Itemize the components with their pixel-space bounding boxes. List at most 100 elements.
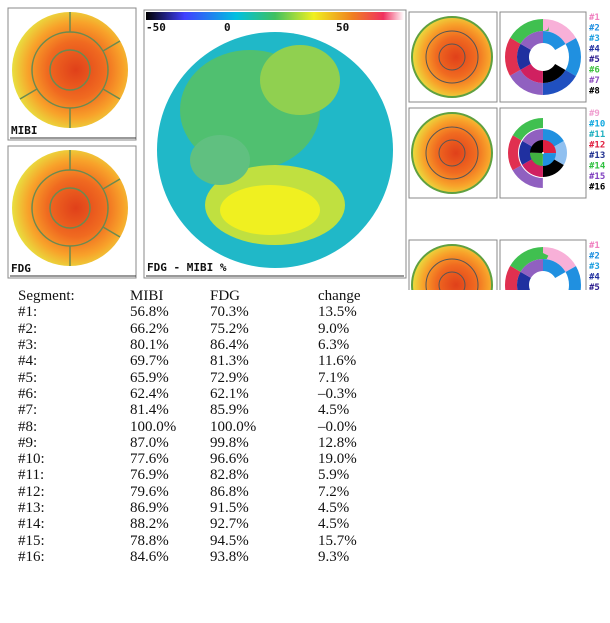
table-cell: #5: <box>18 369 38 386</box>
table-cell: 19.0% <box>318 451 357 468</box>
table-cell: #7: <box>18 402 38 419</box>
ring-segment <box>517 259 569 290</box>
ring-segment <box>505 19 581 95</box>
polar-map <box>411 244 493 290</box>
ring-segment <box>505 19 581 95</box>
panel-label: MIBI <box>11 124 38 137</box>
segment-line <box>438 43 466 71</box>
legend-label: #8 <box>589 87 600 97</box>
ring-segment <box>508 118 578 188</box>
table-row: #13: 86.9% 91.5% 4.5% <box>18 500 378 516</box>
table-cell: #11: <box>18 467 45 484</box>
table-cell: 6.3% <box>318 337 350 354</box>
table-row: #7: 81.4% 85.9% 4.5% <box>18 402 378 418</box>
legend-label: #1 <box>589 13 600 23</box>
table-cell: 70.3% <box>210 304 249 321</box>
legend-label: #10 <box>589 120 605 130</box>
segment-lines <box>19 12 121 128</box>
table-cell: 11.6% <box>318 353 357 370</box>
polar-map <box>12 12 128 128</box>
ring-segment <box>517 31 569 83</box>
legend-label: #15 <box>589 172 605 182</box>
difference-blobs <box>180 45 345 245</box>
table-cell: #16: <box>18 548 45 565</box>
table-cell: #2: <box>18 320 38 337</box>
ring-segment <box>517 31 569 83</box>
table-cell: 72.9% <box>210 369 249 386</box>
table-row: #4: 69.7% 81.3% 11.6% <box>18 353 378 369</box>
table-cell: 9.0% <box>318 320 350 337</box>
ring-segment <box>519 129 567 177</box>
table-row: #3: 80.1% 86.4% 6.3% <box>18 337 378 353</box>
table-cell: 13.5% <box>318 304 357 321</box>
ring-segment <box>508 118 578 188</box>
table-row: #5: 65.9% 72.9% 7.1% <box>18 369 378 386</box>
table-cell: 92.7% <box>210 516 249 533</box>
table-cell: 5.9% <box>318 467 350 484</box>
polar-map <box>411 16 493 98</box>
ring-segment <box>505 19 581 95</box>
table-cell: 62.4% <box>130 385 169 402</box>
table-cell: #10: <box>18 451 45 468</box>
table-cell: #3: <box>18 337 38 354</box>
panel-label: FDG <box>11 262 31 275</box>
color-bar <box>146 12 404 20</box>
table-cell: 81.3% <box>210 353 249 370</box>
table-cell: 93.8% <box>210 548 249 565</box>
table-cell: #4: <box>18 353 38 370</box>
table-cell: –0.0% <box>318 418 357 435</box>
table-cell: #9: <box>18 434 38 451</box>
table-cell: 4.5% <box>318 500 350 516</box>
table-cell: 86.8% <box>210 483 249 500</box>
legend-label: #7 <box>589 76 600 86</box>
table-row: Segment: MIBI FDG change <box>18 288 378 304</box>
bullseye-group: #1#2#3#4#5#6#7#8#9#10#11#12#13#14#15#16#… <box>408 11 606 290</box>
table-cell: 91.5% <box>210 500 249 516</box>
table-cell: 85.9% <box>210 402 249 419</box>
table-cell: 4.5% <box>318 402 350 419</box>
legend-label: #9 <box>589 109 600 119</box>
legend-label: #3 <box>589 34 600 44</box>
legend-label: #1 <box>589 241 600 251</box>
table-cell: 78.8% <box>130 532 169 549</box>
table-cell: 12.8% <box>318 434 357 451</box>
scale-label: 50 <box>336 21 349 34</box>
ring-segment <box>530 140 556 166</box>
segment-line <box>438 271 466 290</box>
table-cell: #1: <box>18 304 38 321</box>
table-cell: MIBI <box>130 288 164 305</box>
table-cell: 65.9% <box>130 369 169 386</box>
legend-label: #2 <box>589 24 600 34</box>
table-row: #12: 79.6% 86.8% 7.2% <box>18 484 378 500</box>
ring-segment <box>505 19 581 95</box>
legend-label: #5 <box>589 283 600 290</box>
ring-segment <box>530 140 556 166</box>
polar-maps: MIBI FDG -50 0 50 FDG - MIBI % #1#2#3#4#… <box>7 7 606 290</box>
legend-label: #4 <box>589 273 600 283</box>
table-row: #1: 56.8% 70.3% 13.5% <box>18 304 378 320</box>
table-cell: 87.0% <box>130 434 169 451</box>
table-row: #10: 77.6% 96.6% 19.0% <box>18 451 378 467</box>
segment-lines <box>31 150 121 266</box>
table-cell: #14: <box>18 516 45 533</box>
legend-label: #13 <box>589 151 605 161</box>
table-cell: 15.7% <box>318 532 357 549</box>
legend-label: #6 <box>589 66 600 76</box>
table-cell: 77.6% <box>130 451 169 468</box>
legend-label: #2 <box>589 252 600 262</box>
segment-line <box>438 139 466 167</box>
table-cell: 4.5% <box>318 516 350 533</box>
ring-segment <box>517 259 569 290</box>
table-cell: Segment: <box>18 288 75 305</box>
table-cell: 7.2% <box>318 483 350 500</box>
table-row: #14: 88.2% 92.7% 4.5% <box>18 516 378 532</box>
ring-segment <box>519 129 567 177</box>
table-cell: 94.5% <box>210 532 249 549</box>
table-cell: #13: <box>18 500 45 516</box>
table-cell: 66.2% <box>130 320 169 337</box>
table-cell: #6: <box>18 385 38 402</box>
table-cell: 69.7% <box>130 353 169 370</box>
ring-segment <box>505 247 581 290</box>
table-cell: 88.2% <box>130 516 169 533</box>
